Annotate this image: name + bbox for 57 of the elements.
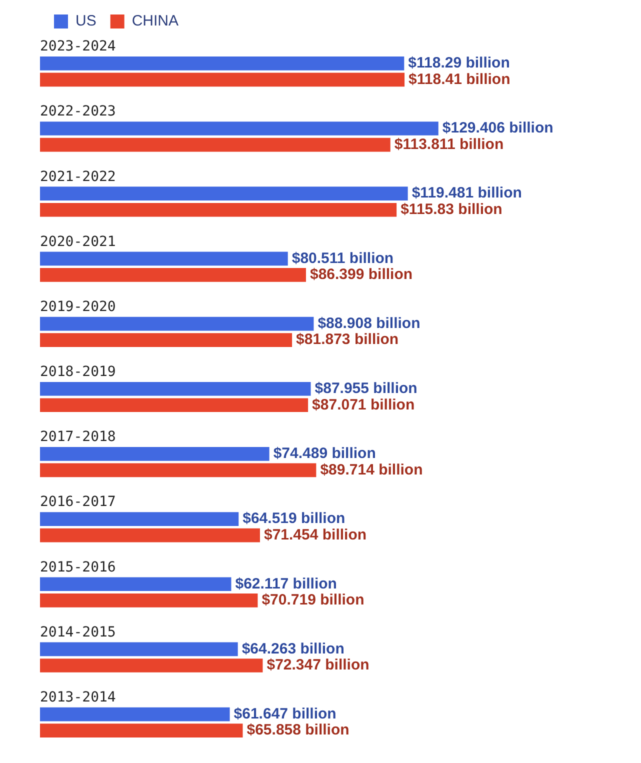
y-tick-label: 2017-2018 [40, 429, 116, 446]
data-label: $88.908 billion [318, 314, 420, 332]
data-label: $118.41 billion [408, 70, 510, 88]
bar [40, 138, 390, 152]
data-label: $62.117 billion [235, 575, 337, 592]
data-label: $81.873 billion [296, 331, 399, 348]
data-label: $61.647 billion [234, 705, 336, 722]
data-label: $74.489 billion [273, 445, 376, 462]
bar [40, 56, 404, 70]
bar [40, 252, 288, 266]
data-label: $118.29 billion [408, 54, 510, 72]
y-tick-label: 2022-2023 [40, 104, 116, 120]
legend-label: CHINA [132, 12, 179, 30]
bar [40, 512, 239, 526]
data-label: $71.454 billion [264, 526, 367, 544]
legend-label: US [76, 12, 96, 30]
y-tick-label: 2015-2016 [40, 559, 116, 576]
data-label: $89.714 billion [320, 461, 423, 478]
y-tick-label: 2013-2014 [40, 690, 116, 706]
data-label: $80.511 billion [292, 250, 394, 267]
y-tick-label: 2016-2017 [40, 494, 116, 510]
bar [40, 186, 408, 201]
bar [40, 658, 263, 672]
bar [40, 398, 308, 412]
data-label: $115.83 billion [400, 201, 502, 218]
bar [40, 642, 238, 656]
y-tick-label: 2018-2019 [40, 364, 116, 380]
bar [40, 707, 230, 722]
bar [40, 382, 311, 396]
bar [40, 593, 258, 608]
data-label: $70.719 billion [262, 592, 364, 609]
bar [40, 577, 232, 592]
bar [40, 72, 405, 87]
y-tick-label: 2023-2024 [40, 38, 116, 55]
data-label: $86.399 billion [310, 266, 413, 284]
y-tick-label: 2014-2015 [40, 624, 116, 640]
bar [40, 447, 270, 461]
bar [40, 268, 306, 282]
data-label: $87.955 billion [314, 380, 418, 398]
data-label: $65.858 billion [246, 722, 350, 739]
data-label: $72.347 billion [266, 656, 370, 674]
bar [40, 528, 260, 542]
data-label: $64.263 billion [242, 640, 344, 658]
data-label: $129.406 billion [442, 120, 554, 137]
bar [40, 724, 243, 738]
bar [40, 316, 314, 331]
data-label: $87.071 billion [312, 396, 415, 414]
bar [40, 122, 438, 136]
data-label: $64.519 billion [242, 510, 346, 528]
data-label: $113.811 billion [394, 136, 504, 153]
y-tick-label: 2020-2021 [40, 234, 116, 250]
bar [40, 333, 292, 347]
data-label: $119.481 billion [412, 184, 522, 202]
bar [40, 463, 316, 478]
y-tick-label: 2021-2022 [40, 168, 116, 185]
bar [40, 202, 397, 217]
y-tick-label: 2019-2020 [40, 298, 116, 315]
